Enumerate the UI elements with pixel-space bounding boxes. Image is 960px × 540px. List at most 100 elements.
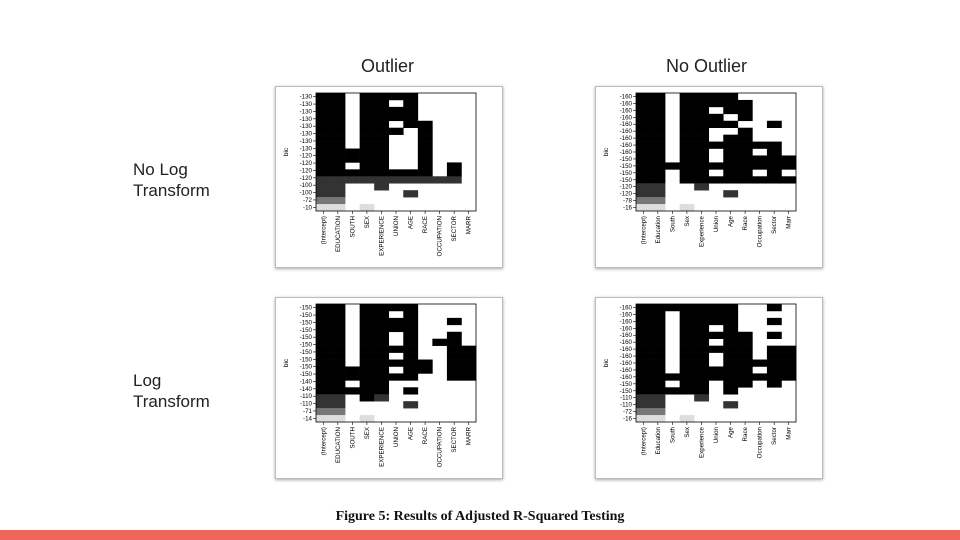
x-tick-label: Race	[742, 426, 749, 441]
model-cell	[694, 93, 710, 101]
x-tick-label: Union	[713, 426, 720, 443]
y-tick-label: -120	[300, 167, 313, 174]
model-cell	[417, 176, 433, 184]
model-cell	[374, 106, 390, 115]
y-tick-label: -71	[303, 408, 313, 415]
y-tick-label: -160	[620, 93, 633, 100]
model-cell	[417, 127, 433, 135]
model-cell	[359, 120, 375, 128]
model-cell	[723, 373, 739, 381]
model-cell	[359, 338, 375, 346]
model-cell	[403, 324, 419, 333]
model-cell	[737, 134, 753, 142]
model-cell	[330, 204, 346, 212]
y-tick-label: -160	[620, 325, 633, 332]
model-cell	[723, 99, 739, 108]
model-cell	[679, 415, 695, 423]
model-cell	[330, 106, 346, 115]
model-cell	[679, 106, 695, 115]
model-cell	[723, 310, 739, 319]
model-cell	[446, 366, 462, 374]
y-tick-label: -150	[620, 156, 633, 163]
model-cell	[316, 134, 331, 142]
model-cell	[359, 141, 375, 149]
accent-bar	[0, 530, 960, 540]
model-cell	[374, 359, 390, 367]
row-label-log-transform: Log Transform	[133, 370, 210, 412]
x-tick-label: (Intercept)	[640, 427, 647, 455]
y-tick-label: -160	[620, 318, 633, 325]
model-cell	[636, 345, 651, 353]
model-cell	[417, 155, 433, 163]
model-cell	[316, 380, 331, 388]
model-cell	[388, 176, 404, 184]
y-axis-label: bic	[283, 358, 290, 367]
model-cell	[316, 366, 331, 374]
model-cell	[316, 197, 331, 205]
model-cell	[694, 345, 710, 353]
y-tick-label: -160	[620, 311, 633, 318]
model-cell	[330, 141, 346, 149]
y-tick-label: -150	[300, 312, 313, 319]
model-cell	[636, 120, 651, 128]
x-tick-label: Age	[728, 426, 735, 438]
model-cell	[737, 352, 753, 360]
model-cell	[417, 162, 433, 170]
model-cell	[446, 373, 462, 381]
model-cell	[694, 304, 710, 312]
model-cell	[359, 317, 375, 326]
model-cell	[723, 120, 739, 128]
x-tick-label: Occupation	[757, 215, 764, 247]
model-cell	[359, 394, 375, 402]
model-cell	[636, 197, 651, 205]
x-tick-label: (Intercept)	[320, 427, 327, 455]
model-cell	[636, 317, 651, 326]
model-cell	[679, 380, 695, 388]
model-cell	[316, 106, 331, 115]
model-cell	[374, 120, 390, 128]
model-cell	[636, 169, 651, 177]
y-tick-label: -110	[300, 401, 312, 408]
model-cell	[403, 304, 419, 312]
model-cell	[316, 183, 331, 191]
y-tick-label: -150	[300, 327, 313, 334]
model-cell	[650, 345, 666, 353]
y-tick-label: -160	[620, 374, 633, 381]
model-cell	[737, 141, 753, 149]
model-cell	[388, 324, 404, 333]
model-cell	[330, 331, 346, 339]
model-cell	[694, 394, 710, 402]
model-cell	[330, 359, 346, 367]
model-cell	[432, 338, 448, 346]
x-tick-label: MARR	[466, 215, 473, 234]
model-cell	[403, 366, 419, 374]
model-cell	[446, 359, 462, 367]
model-cell	[694, 113, 710, 122]
model-cell	[374, 141, 390, 149]
y-tick-label: -160	[620, 353, 633, 360]
model-cell	[316, 394, 331, 402]
model-cell	[403, 99, 419, 108]
model-cell	[359, 169, 375, 177]
model-cell	[359, 113, 375, 122]
model-cell	[446, 317, 462, 326]
model-cell	[650, 338, 666, 346]
model-cell	[403, 387, 419, 395]
y-tick-label: -150	[300, 349, 313, 356]
model-cell	[316, 373, 331, 381]
model-cell	[316, 387, 331, 395]
model-cell	[708, 345, 724, 353]
y-tick-label: -120	[300, 160, 313, 167]
model-cell	[636, 183, 651, 191]
model-cell	[359, 162, 375, 170]
model-cell	[650, 310, 666, 319]
model-cell	[766, 162, 782, 170]
model-cell	[403, 359, 419, 367]
model-cell	[650, 401, 666, 409]
model-cell	[679, 99, 695, 108]
y-tick-label: -130	[300, 145, 313, 152]
model-cell	[650, 415, 666, 423]
x-tick-label: Age	[728, 215, 735, 227]
model-cell	[679, 155, 695, 163]
y-tick-label: -160	[620, 114, 633, 121]
